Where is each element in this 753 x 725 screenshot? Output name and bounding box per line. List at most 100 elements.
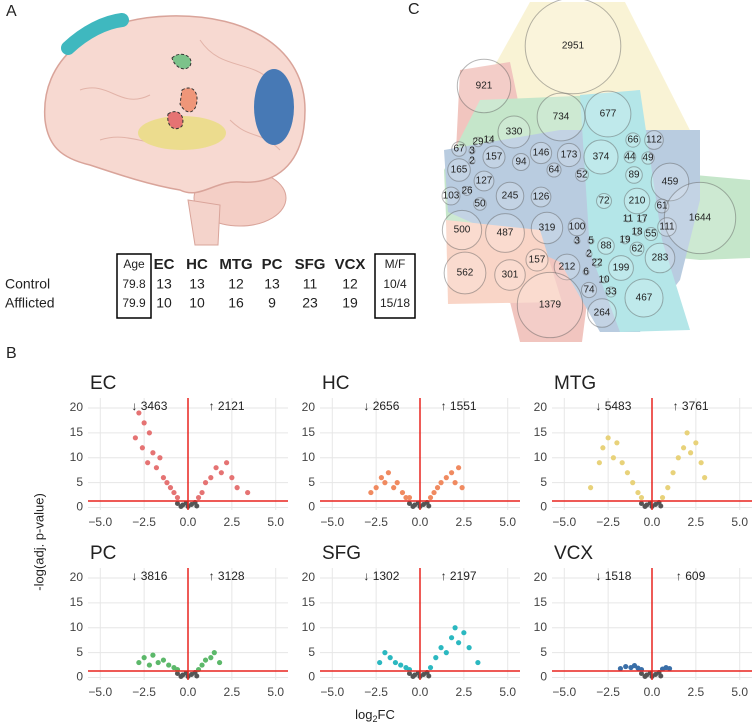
ns-point — [178, 504, 184, 510]
euler-set — [605, 286, 617, 298]
de-point — [195, 494, 202, 501]
euler-set — [497, 115, 531, 149]
y-tick-label: 20 — [534, 400, 548, 414]
y-tick-label: 0 — [540, 670, 547, 684]
de-point — [211, 650, 217, 656]
euler-label: 112 — [646, 135, 662, 146]
euler-set — [600, 276, 608, 284]
de-point — [427, 494, 434, 501]
pc-hull — [444, 95, 750, 262]
x-tick-label: −2.5 — [596, 515, 620, 529]
euler-set — [516, 271, 584, 339]
de-point — [208, 655, 214, 661]
table-cell: 13 — [156, 276, 172, 292]
euler-label: 487 — [497, 228, 514, 239]
table-header: Age — [123, 257, 145, 271]
brain-illustration — [43, 13, 306, 246]
euler-set — [582, 268, 590, 276]
euler-label: 103 — [443, 191, 460, 202]
euler-set — [524, 0, 622, 95]
ec-region — [167, 111, 184, 130]
euler-set — [473, 197, 487, 211]
ns-point — [658, 503, 664, 509]
brainstem — [187, 199, 221, 246]
de-point — [466, 645, 472, 651]
de-point — [475, 659, 481, 666]
de-point — [382, 650, 388, 656]
de-point — [666, 665, 673, 672]
x-tick-label: −2.5 — [364, 515, 388, 529]
de-point — [443, 650, 449, 656]
x-tick-label: 0.0 — [180, 515, 197, 529]
de-point — [675, 455, 681, 461]
euler-set — [650, 162, 690, 202]
euler-label: 157 — [486, 152, 503, 163]
de-point — [160, 475, 167, 481]
euler-set — [641, 151, 655, 165]
euler-label: 89 — [628, 170, 640, 181]
euler-set — [643, 226, 659, 242]
x-tick-label: −2.5 — [364, 685, 388, 699]
de-point — [455, 640, 462, 646]
de-point — [199, 662, 205, 668]
euler-label: 66 — [627, 135, 639, 146]
x-tick-label: 5.0 — [267, 515, 284, 529]
de-point — [665, 485, 671, 491]
ns-point — [406, 501, 412, 507]
de-point — [202, 480, 209, 486]
euler-label: 62 — [631, 244, 643, 255]
euler-label: 283 — [652, 253, 669, 264]
euler-label: 26 — [461, 186, 473, 197]
y-tick-label: 10 — [534, 620, 548, 634]
de-point — [145, 460, 151, 466]
de-point — [368, 489, 374, 496]
euler-label: 500 — [454, 225, 471, 236]
euler-label: 22 — [591, 258, 603, 269]
euler-label: 374 — [593, 152, 610, 163]
y-tick-label: 15 — [534, 425, 548, 439]
euler-set — [494, 259, 526, 291]
de-point — [587, 485, 594, 491]
de-point — [136, 410, 142, 416]
y-tick-label: 0 — [540, 500, 547, 514]
de-point — [659, 494, 666, 501]
euler-label: 1644 — [689, 213, 712, 224]
x-tick-label: 0.0 — [412, 515, 429, 529]
de-point — [382, 480, 388, 486]
de-point — [427, 664, 434, 671]
x-tick-label: −5.0 — [552, 685, 576, 699]
mtg-hull — [455, 2, 700, 240]
euler-set — [585, 250, 593, 258]
euler-label: 264 — [594, 308, 611, 319]
x-tick-label: −2.5 — [596, 685, 620, 699]
de-point — [698, 460, 704, 466]
sfg-hull — [580, 90, 690, 332]
euler-label: 245 — [502, 191, 519, 202]
de-point — [208, 475, 214, 481]
y-tick-label: 15 — [70, 425, 84, 439]
de-point — [399, 489, 406, 496]
de-point — [157, 455, 163, 461]
vcx-region — [254, 69, 294, 145]
euler-label: 44 — [624, 152, 636, 163]
y-tick-label: 10 — [302, 450, 316, 464]
de-point — [392, 659, 399, 666]
x-tick-label: 5.0 — [499, 685, 516, 699]
y-tick-label: 5 — [540, 645, 547, 659]
table-cell: 79.9 — [122, 296, 146, 310]
euler-label: 459 — [662, 177, 679, 188]
de-point — [459, 485, 465, 491]
euler-label: 210 — [629, 196, 646, 207]
table-header: PC — [262, 256, 283, 273]
euler-set — [529, 141, 553, 165]
ns-point — [638, 671, 644, 677]
euler-set — [637, 214, 647, 224]
table-cell: 10 — [189, 295, 205, 311]
de-point — [229, 475, 235, 481]
euler-label: 10 — [598, 275, 610, 286]
y-tick-label: 15 — [302, 595, 316, 609]
euler-set — [441, 186, 461, 206]
euler-label: 734 — [553, 112, 570, 123]
x-tick-label: 0.0 — [412, 685, 429, 699]
